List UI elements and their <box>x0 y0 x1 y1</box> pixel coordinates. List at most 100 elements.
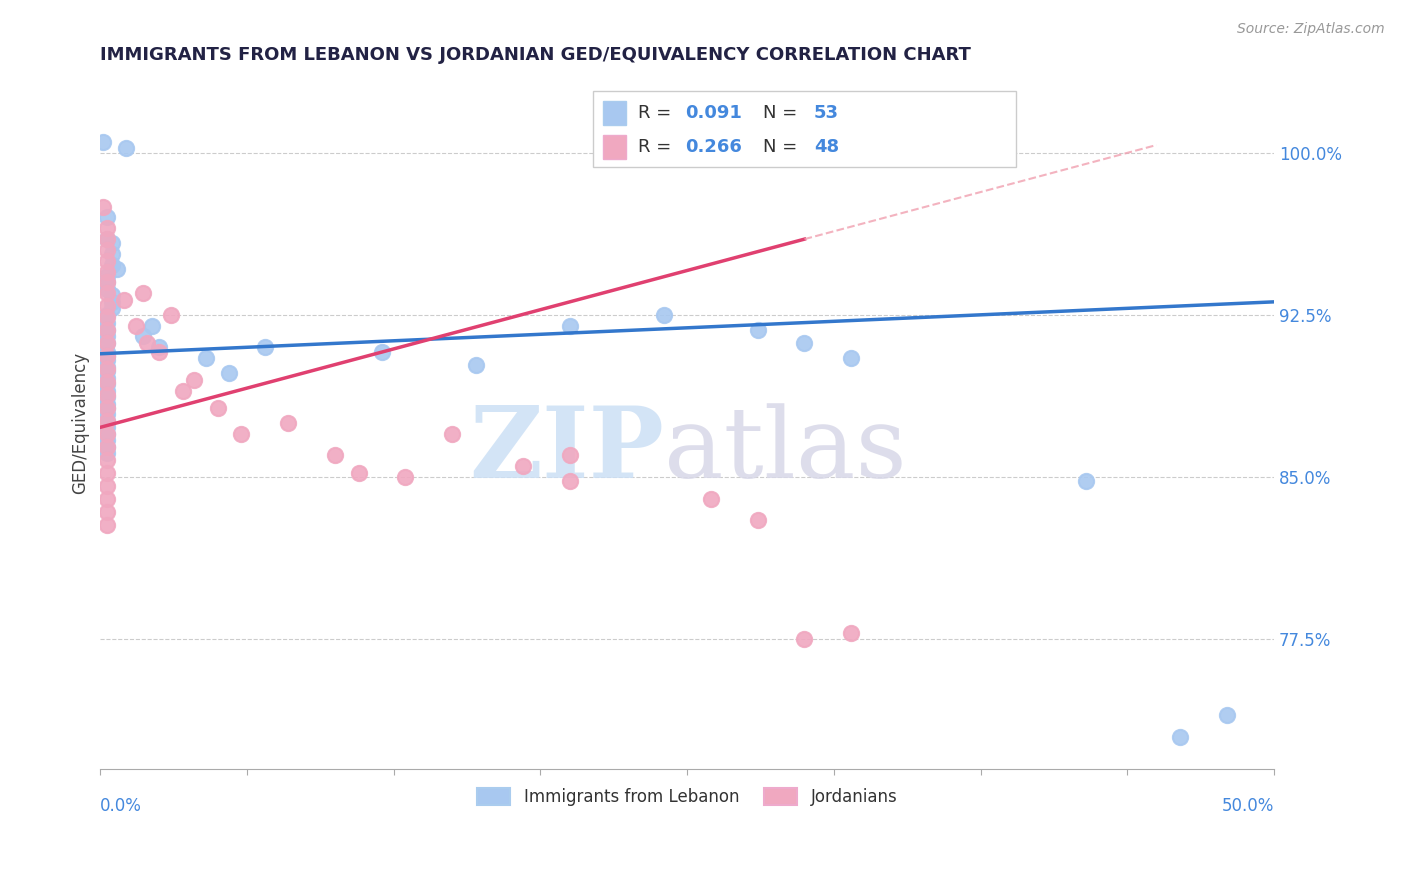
Text: atlas: atlas <box>664 403 907 499</box>
Point <box>558 318 581 333</box>
Point <box>96 414 118 428</box>
Point <box>101 258 124 272</box>
Point <box>558 475 581 489</box>
Point <box>96 323 118 337</box>
Point <box>323 449 346 463</box>
Point <box>96 375 118 389</box>
Point <box>96 286 118 301</box>
Point <box>96 268 118 283</box>
Point <box>148 340 170 354</box>
Point <box>172 384 194 398</box>
Text: R =: R = <box>638 138 676 156</box>
Point <box>96 401 118 415</box>
Point <box>347 466 370 480</box>
Point <box>96 253 118 268</box>
Point <box>96 323 118 337</box>
Point <box>96 491 118 506</box>
Legend: Immigrants from Lebanon, Jordanians: Immigrants from Lebanon, Jordanians <box>470 781 904 813</box>
Point <box>96 232 118 246</box>
Point <box>194 351 217 365</box>
Point <box>96 384 118 398</box>
Text: 48: 48 <box>814 138 839 156</box>
Point <box>841 625 863 640</box>
Point <box>101 247 124 261</box>
Point <box>96 370 118 384</box>
Point <box>394 470 416 484</box>
Point <box>96 221 118 235</box>
Point <box>793 632 815 647</box>
Point <box>96 440 118 454</box>
Point <box>96 276 118 290</box>
Point <box>747 513 769 527</box>
Point <box>96 308 118 322</box>
Point <box>96 335 118 350</box>
Bar <box>603 101 626 125</box>
Point <box>558 449 581 463</box>
Point <box>96 349 118 363</box>
Point <box>96 276 118 290</box>
Point <box>96 466 118 480</box>
Point <box>96 211 118 225</box>
Point <box>96 434 118 448</box>
Text: R =: R = <box>638 103 676 122</box>
Point <box>699 491 721 506</box>
Point <box>747 323 769 337</box>
Point <box>96 390 118 404</box>
Point <box>101 288 124 302</box>
Point <box>96 282 118 296</box>
Text: Source: ZipAtlas.com: Source: ZipAtlas.com <box>1237 22 1385 37</box>
FancyBboxPatch shape <box>593 91 1015 167</box>
Point <box>96 243 118 257</box>
Point <box>96 344 118 359</box>
Point <box>124 318 146 333</box>
Point <box>148 344 170 359</box>
Point <box>96 364 118 378</box>
Point <box>96 479 118 493</box>
Point <box>464 358 486 372</box>
Point <box>96 420 118 434</box>
Point <box>96 446 118 460</box>
Point <box>652 308 675 322</box>
Point <box>96 426 118 441</box>
Text: 0.266: 0.266 <box>685 138 742 156</box>
Point <box>96 440 118 454</box>
Point <box>371 344 394 359</box>
Point <box>96 317 118 331</box>
Point <box>159 308 181 322</box>
Point <box>112 293 135 307</box>
Point <box>1168 730 1191 744</box>
Text: IMMIGRANTS FROM LEBANON VS JORDANIAN GED/EQUIVALENCY CORRELATION CHART: IMMIGRANTS FROM LEBANON VS JORDANIAN GED… <box>100 46 972 64</box>
Text: 53: 53 <box>814 103 839 122</box>
Point <box>96 505 118 519</box>
Point <box>96 362 118 376</box>
Point <box>96 426 118 441</box>
Point <box>96 310 118 324</box>
Point <box>91 135 114 149</box>
Text: N =: N = <box>763 138 803 156</box>
Point <box>441 426 464 441</box>
Point <box>96 377 118 392</box>
Point <box>96 299 118 313</box>
Point <box>136 335 159 350</box>
Point <box>105 262 128 277</box>
Point <box>96 329 118 343</box>
Text: N =: N = <box>763 103 803 122</box>
Text: ZIP: ZIP <box>468 402 664 500</box>
Text: 50.0%: 50.0% <box>1222 797 1274 814</box>
Point <box>96 396 118 410</box>
Point <box>96 414 118 428</box>
Text: 0.091: 0.091 <box>685 103 742 122</box>
Point <box>793 335 815 350</box>
Point <box>131 329 153 343</box>
Point <box>96 452 118 467</box>
Point <box>96 517 118 532</box>
Point <box>96 401 118 415</box>
Point <box>512 459 534 474</box>
Point <box>277 416 299 430</box>
Point <box>96 359 118 374</box>
Point <box>96 349 118 363</box>
Point <box>96 388 118 402</box>
Text: 0.0%: 0.0% <box>100 797 142 814</box>
Point <box>1076 475 1098 489</box>
Y-axis label: GED/Equivalency: GED/Equivalency <box>72 352 89 494</box>
